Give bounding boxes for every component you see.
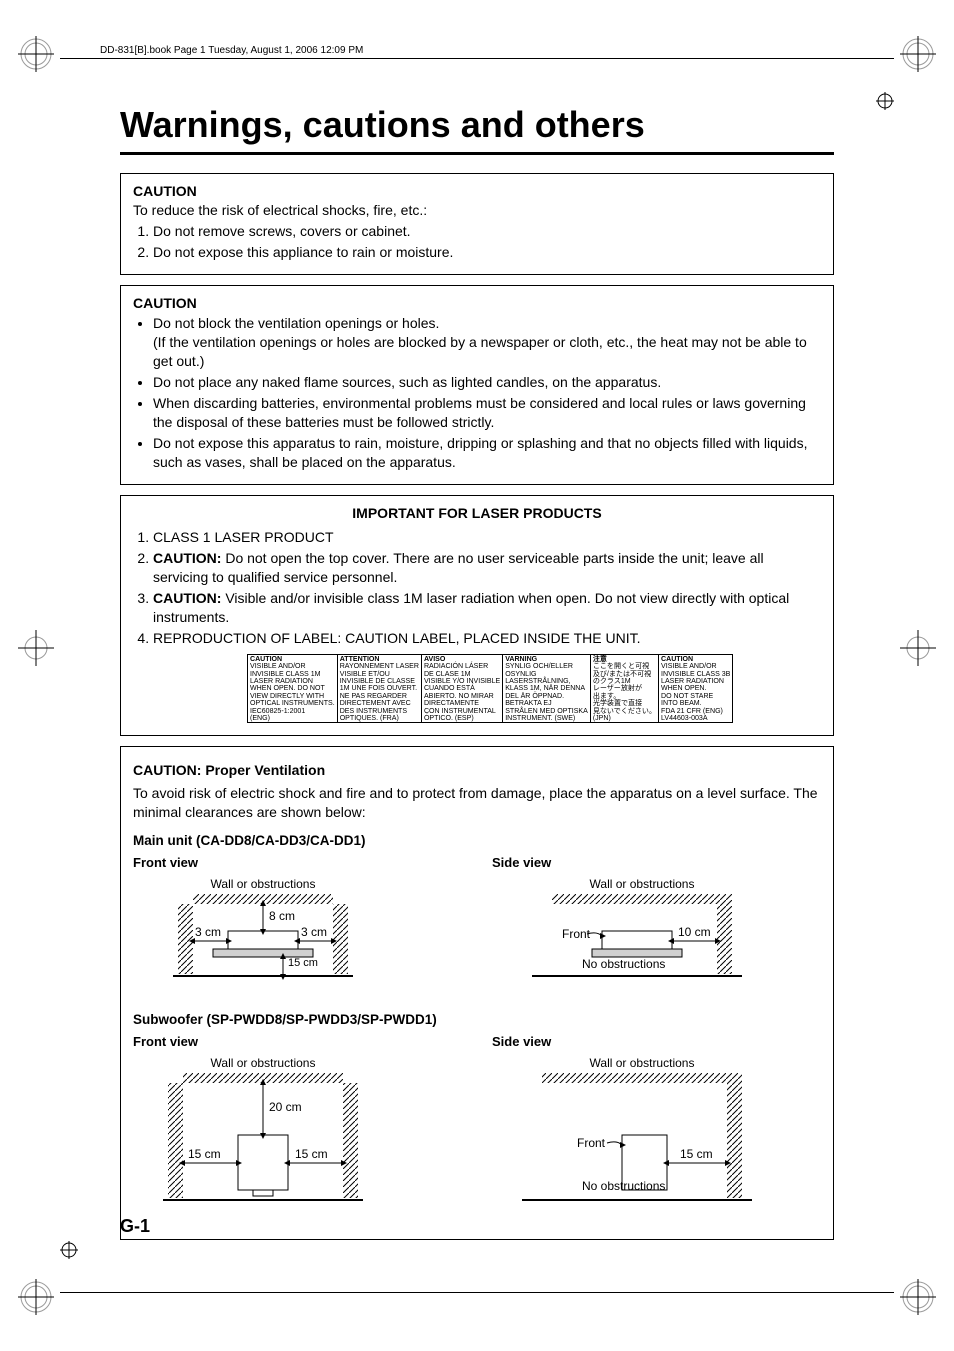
- caution-heading: CAUTION: [133, 295, 197, 311]
- svg-text:15 cm: 15 cm: [288, 957, 318, 969]
- page-title: Warnings, cautions and others: [120, 104, 834, 146]
- svg-text:No obstructions: No obstructions: [582, 957, 665, 971]
- cross-mark-icon: [876, 92, 894, 110]
- list-item: Do not block the ventilation openings or…: [153, 314, 821, 371]
- registration-mark-icon: [18, 1279, 54, 1315]
- sub-side-col: Side view Wall or obstructions Front 15 …: [492, 1031, 821, 1229]
- ventilation-heading: CAUTION: Proper Ventilation: [133, 761, 821, 780]
- main-front-col: Front view Wall or obstructions 8 cm: [133, 852, 462, 1000]
- laser-heading: IMPORTANT FOR LASER PRODUCTS: [133, 504, 821, 523]
- registration-mark-icon: [900, 1279, 936, 1315]
- sub-side-diagram: Wall or obstructions Front 15 cm No obst…: [492, 1055, 792, 1225]
- svg-text:Wall or obstructions: Wall or obstructions: [590, 1056, 695, 1070]
- svg-text:3 cm: 3 cm: [301, 925, 327, 939]
- ventilation-box: CAUTION: Proper Ventilation To avoid ris…: [120, 746, 834, 1240]
- svg-text:Wall or obstructions: Wall or obstructions: [590, 877, 695, 891]
- list-item: CAUTION: Visible and/or invisible class …: [153, 589, 821, 627]
- svg-text:20 cm: 20 cm: [269, 1100, 302, 1114]
- caution-bullets: Do not block the ventilation openings or…: [133, 314, 821, 471]
- main-unit-heading: Main unit (CA-DD8/CA-DD3/CA-DD1): [133, 832, 821, 850]
- content-area: Warnings, cautions and others CAUTION To…: [120, 100, 834, 1231]
- main-front-diagram: Wall or obstructions 8 cm 3 cm 3 c: [133, 876, 393, 996]
- svg-text:8 cm: 8 cm: [269, 909, 295, 923]
- registration-mark-icon: [18, 630, 54, 666]
- page-number: G-1: [120, 1216, 150, 1237]
- view-label: Front view: [133, 1033, 462, 1051]
- svg-text:15 cm: 15 cm: [188, 1147, 221, 1161]
- list-item: CAUTION: Do not open the top cover. Ther…: [153, 549, 821, 587]
- sub-front-col: Front view Wall or obstructions 20 cm: [133, 1031, 462, 1229]
- list-item: REPRODUCTION OF LABEL: CAUTION LABEL, PL…: [153, 629, 821, 648]
- svg-text:Wall or obstructions: Wall or obstructions: [211, 1056, 316, 1070]
- ventilation-lead: To avoid risk of electric shock and fire…: [133, 784, 821, 822]
- svg-text:Wall or obstructions: Wall or obstructions: [211, 877, 316, 891]
- registration-mark-icon: [900, 630, 936, 666]
- svg-text:10 cm: 10 cm: [678, 925, 711, 939]
- list-item: Do not remove screws, covers or cabinet.: [153, 222, 821, 241]
- laser-box: IMPORTANT FOR LASER PRODUCTS CLASS 1 LAS…: [120, 495, 834, 737]
- caution-heading: CAUTION: [133, 183, 197, 199]
- view-label: Side view: [492, 1033, 821, 1051]
- book-info: DD-831[B].book Page 1 Tuesday, August 1,…: [100, 45, 363, 56]
- svg-text:15 cm: 15 cm: [295, 1147, 328, 1161]
- main-side-col: Side view Wall or obstructions Front 10 …: [492, 852, 821, 1000]
- view-label: Front view: [133, 854, 462, 872]
- laser-list: CLASS 1 LASER PRODUCT CAUTION: Do not op…: [133, 528, 821, 647]
- view-label: Side view: [492, 854, 821, 872]
- list-item: Do not expose this apparatus to rain, mo…: [153, 434, 821, 472]
- svg-text:Front: Front: [562, 927, 591, 941]
- subwoofer-heading: Subwoofer (SP-PWDD8/SP-PWDD3/SP-PWDD1): [133, 1011, 821, 1029]
- list-item: Do not expose this appliance to rain or …: [153, 243, 821, 262]
- caution-list: Do not remove screws, covers or cabinet.…: [133, 222, 821, 262]
- laser-label-table: CAUTIONATTENTIONAVISOVARNING注意CAUTIONVIS…: [247, 654, 707, 724]
- caution-box-1: CAUTION To reduce the risk of electrical…: [120, 173, 834, 275]
- svg-text:No obstructions: No obstructions: [582, 1179, 665, 1193]
- sub-front-diagram: Wall or obstructions 20 cm 15 cm 15 cm: [133, 1055, 393, 1225]
- svg-text:3 cm: 3 cm: [195, 925, 221, 939]
- top-rule: [60, 58, 894, 59]
- list-item: Do not place any naked flame sources, su…: [153, 373, 821, 392]
- main-side-diagram: Wall or obstructions Front 10 cm No obst…: [492, 876, 792, 996]
- list-item: When discarding batteries, environmental…: [153, 394, 821, 432]
- cross-mark-icon: [60, 1241, 78, 1259]
- bottom-rule: [60, 1292, 894, 1293]
- svg-text:Front: Front: [577, 1136, 606, 1150]
- svg-text:15 cm: 15 cm: [680, 1147, 713, 1161]
- registration-mark-icon: [18, 36, 54, 72]
- list-item: CLASS 1 LASER PRODUCT: [153, 528, 821, 547]
- registration-mark-icon: [900, 36, 936, 72]
- caution-box-2: CAUTION Do not block the ventilation ope…: [120, 285, 834, 485]
- page: DD-831[B].book Page 1 Tuesday, August 1,…: [0, 0, 954, 1351]
- title-rule: [120, 152, 834, 155]
- caution-lead: To reduce the risk of electrical shocks,…: [133, 202, 427, 218]
